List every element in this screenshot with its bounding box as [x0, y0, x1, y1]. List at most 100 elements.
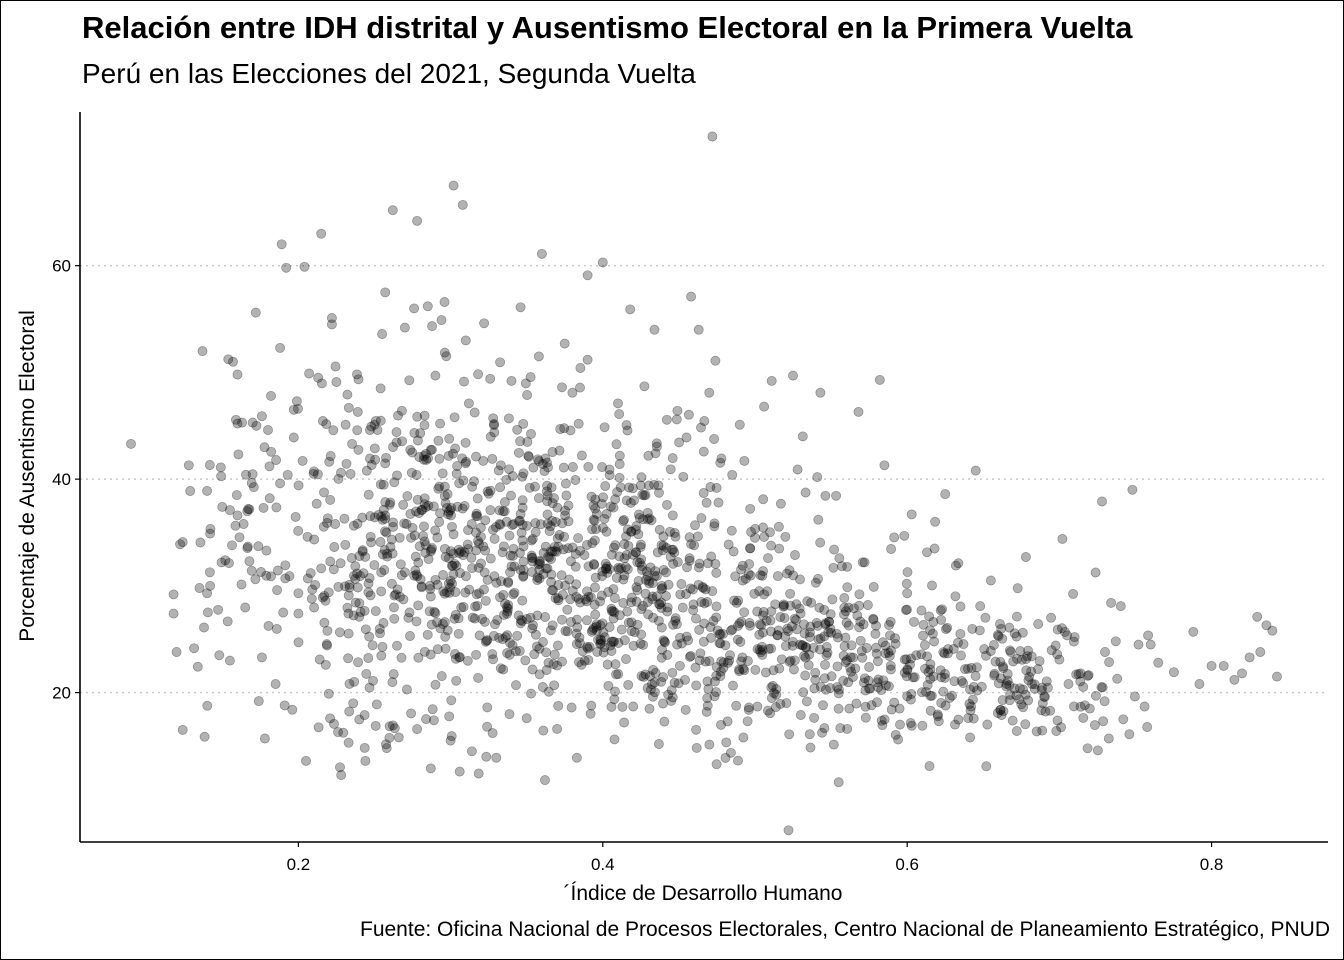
- data-point: [702, 597, 713, 607]
- data-point: [354, 598, 365, 609]
- data-point: [611, 572, 622, 583]
- data-point: [421, 714, 432, 725]
- data-point: [387, 720, 398, 731]
- data-point: [971, 662, 982, 673]
- data-point: [677, 602, 688, 613]
- data-point: [515, 509, 526, 519]
- data-point: [965, 732, 976, 743]
- data-point: [716, 656, 727, 667]
- data-point: [876, 715, 887, 726]
- data-point: [806, 597, 817, 608]
- data-point: [395, 559, 406, 570]
- data-point: [545, 625, 556, 636]
- data-point: [695, 648, 706, 659]
- data-point: [755, 570, 766, 581]
- data-point: [638, 514, 649, 525]
- data-point: [745, 570, 756, 581]
- data-point: [495, 357, 506, 368]
- data-point: [1145, 639, 1156, 650]
- data-point: [599, 632, 610, 643]
- data-point: [470, 601, 481, 612]
- data-point: [1261, 620, 1272, 631]
- data-point: [980, 612, 991, 623]
- data-point: [743, 568, 754, 579]
- data-point: [482, 574, 493, 585]
- data-point: [270, 679, 281, 689]
- data-point: [410, 565, 421, 576]
- data-point: [820, 684, 831, 695]
- data-point: [787, 621, 797, 632]
- data-point: [430, 679, 441, 690]
- data-point: [591, 619, 602, 630]
- data-point: [953, 714, 964, 725]
- data-point: [457, 199, 468, 210]
- data-point: [1039, 691, 1050, 702]
- data-point: [381, 452, 391, 463]
- data-point: [534, 555, 545, 566]
- data-point: [691, 680, 702, 691]
- data-point: [375, 479, 386, 490]
- data-point: [319, 590, 330, 601]
- data-point: [406, 708, 417, 719]
- data-point: [439, 347, 450, 358]
- data-point: [653, 615, 664, 626]
- data-point: [583, 461, 594, 472]
- data-point: [359, 742, 370, 753]
- data-point: [711, 482, 722, 493]
- data-point: [1075, 676, 1086, 687]
- data-point: [537, 682, 548, 692]
- data-point: [492, 615, 503, 625]
- data-point: [758, 627, 768, 638]
- data-point: [528, 620, 538, 631]
- data-point: [584, 641, 595, 652]
- data-point: [1024, 671, 1035, 682]
- data-point: [220, 555, 231, 566]
- data-point: [939, 648, 950, 659]
- data-point: [621, 420, 632, 431]
- data-point: [489, 571, 500, 582]
- data-point: [514, 646, 525, 656]
- data-point: [542, 496, 553, 507]
- data-point: [1267, 625, 1278, 636]
- data-point: [224, 558, 234, 569]
- data-point: [361, 668, 372, 679]
- data-point: [553, 593, 563, 604]
- data-point: [404, 375, 415, 386]
- data-point: [853, 406, 864, 417]
- data-point: [328, 425, 339, 436]
- data-point: [1020, 552, 1031, 562]
- data-point: [411, 470, 422, 480]
- data-point: [616, 563, 626, 574]
- data-point: [280, 573, 291, 584]
- data-point: [389, 613, 400, 624]
- data-point: [1007, 715, 1018, 726]
- data-point: [518, 556, 529, 567]
- data-point: [1052, 624, 1063, 635]
- data-point: [370, 606, 381, 617]
- data-point: [302, 573, 313, 584]
- data-point: [681, 631, 692, 642]
- data-point: [499, 506, 510, 517]
- data-point: [924, 611, 935, 622]
- data-point: [498, 589, 509, 600]
- data-point: [517, 502, 528, 513]
- data-point: [818, 700, 828, 711]
- data-point: [575, 363, 586, 373]
- data-point: [743, 704, 754, 715]
- data-point: [641, 566, 652, 577]
- data-point: [522, 436, 533, 447]
- data-point: [645, 671, 655, 682]
- data-point: [851, 698, 862, 709]
- data-point: [432, 644, 443, 655]
- data-point: [667, 510, 678, 521]
- data-point: [766, 643, 777, 654]
- data-point: [598, 492, 609, 503]
- data-point: [1084, 703, 1095, 714]
- data-point: [754, 586, 765, 597]
- data-point: [640, 490, 651, 500]
- data-point: [871, 648, 882, 659]
- data-point: [443, 509, 454, 520]
- data-point: [668, 619, 679, 630]
- data-point: [587, 625, 598, 636]
- data-point: [573, 533, 584, 544]
